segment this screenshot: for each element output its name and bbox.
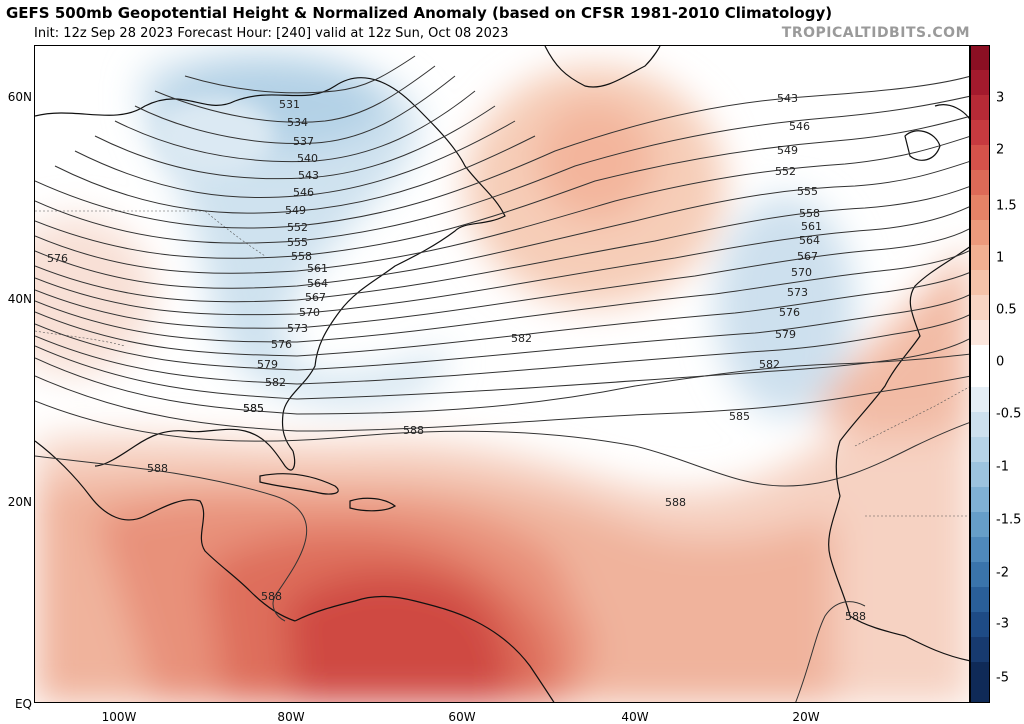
lon-label-100w: 100W: [101, 710, 137, 724]
lon-label-20w: 20W: [792, 710, 820, 724]
contour-label: 534: [287, 116, 308, 129]
contour-label: 546: [293, 186, 314, 199]
contour-label: 558: [291, 250, 312, 263]
contour-label: 585: [243, 402, 264, 415]
colorbar-label: -3: [996, 616, 1009, 632]
contour-label: 531: [279, 98, 300, 111]
contour-label: 588: [845, 610, 866, 623]
colorbar-label: 0: [996, 354, 1005, 370]
contour-label: 579: [775, 328, 796, 341]
contour-label: 588: [665, 496, 686, 509]
contour-label: 543: [777, 92, 798, 105]
contour-label: 549: [285, 204, 306, 217]
forecast-info: Init: 12z Sep 28 2023 Forecast Hour: [24…: [34, 26, 509, 41]
contour-label: 576: [779, 306, 800, 319]
contour-label: 555: [797, 185, 818, 198]
lon-label-40w: 40W: [621, 710, 649, 724]
colorbar-label: -0.5: [996, 406, 1022, 422]
coastlines: [35, 46, 969, 702]
contour-label: 540: [297, 152, 318, 165]
contour-labels: 531 534 537 540 543 546 549 552 555 558 …: [47, 92, 866, 623]
contour-label: 546: [789, 120, 810, 133]
lat-label-60n: 60N: [7, 90, 32, 104]
contour-label: 579: [257, 358, 278, 371]
contour-label: 537: [293, 135, 314, 148]
contour-label: 549: [777, 144, 798, 157]
contour-label: 564: [799, 234, 820, 247]
contour-label: 573: [787, 286, 808, 299]
contour-label: 567: [797, 250, 818, 263]
contour-label: 576: [271, 338, 292, 351]
colorbar-label: 0.5: [996, 302, 1017, 318]
contour-label: 561: [307, 262, 328, 275]
contour-label: 543: [298, 169, 319, 182]
colorbar-label: 2: [996, 142, 1005, 158]
contour-label: 588: [261, 590, 282, 603]
anomaly-shading: [35, 49, 969, 702]
contour-label: 570: [791, 266, 812, 279]
contour-label: 552: [775, 165, 796, 178]
contour-label: 570: [299, 306, 320, 319]
lat-label-eq: EQ: [14, 697, 32, 711]
anomaly-colorbar: [970, 45, 990, 703]
colorbar-label: -1.5: [996, 512, 1022, 528]
contour-label: 576: [47, 252, 68, 265]
colorbar-label: -5: [996, 670, 1009, 686]
contour-label: 585: [243, 402, 264, 415]
contour-label: 567: [305, 291, 326, 304]
lon-label-80w: 80W: [277, 710, 305, 724]
contour-label: 558: [799, 207, 820, 220]
colorbar-label: -1: [996, 459, 1009, 475]
contour-label: 573: [287, 322, 308, 335]
contour-label: 582: [511, 332, 532, 345]
contour-label: 582: [265, 376, 286, 389]
lon-label-60w: 60W: [448, 710, 476, 724]
contour-label: 555: [287, 236, 308, 249]
contour-label: 582: [759, 358, 780, 371]
colorbar-label: 3: [996, 90, 1005, 106]
colorbar-label: -2: [996, 565, 1009, 581]
page-title: GEFS 500mb Geopotential Height & Normali…: [6, 4, 833, 22]
lat-label-20n: 20N: [7, 495, 32, 509]
contour-label: 561: [801, 220, 822, 233]
political-borders: [35, 210, 969, 517]
contour-label: 564: [307, 277, 328, 290]
contour-label: 552: [287, 221, 308, 234]
colorbar-label: 1: [996, 250, 1005, 266]
contour-label: 588: [147, 462, 168, 475]
source-credit[interactable]: TROPICALTIDBITS.COM: [781, 25, 970, 41]
lat-label-40n: 40N: [7, 292, 32, 306]
height-contours: [35, 55, 969, 702]
contour-label: 585: [729, 410, 750, 423]
colorbar-label: 1.5: [996, 198, 1017, 214]
contour-label: 588: [403, 424, 424, 437]
anomaly-map[interactable]: 531 534 537 540 543 546 549 552 555 558 …: [34, 45, 970, 703]
